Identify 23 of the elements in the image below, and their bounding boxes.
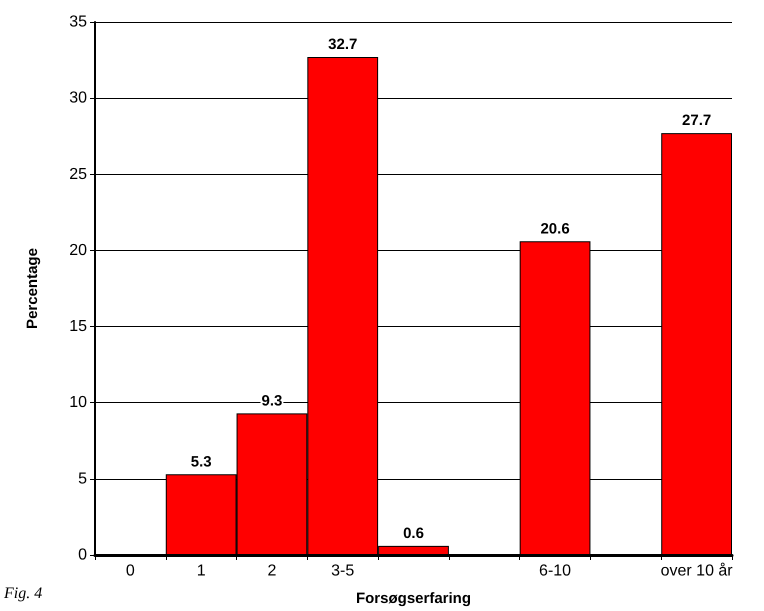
data-label: 27.7 bbox=[682, 112, 712, 130]
caption: Fig. 4 bbox=[4, 585, 42, 603]
data-label: 32.7 bbox=[328, 36, 358, 54]
x-tick-label: 3-5 bbox=[331, 562, 354, 580]
y-axis-title: Percentage bbox=[24, 248, 41, 329]
x-tick-label: 1 bbox=[196, 562, 206, 580]
x-tick-label: 2 bbox=[267, 562, 276, 580]
data-label: 0.6 bbox=[403, 524, 424, 542]
data-label: 9.3 bbox=[262, 392, 282, 410]
data-label: 5.3 bbox=[190, 453, 212, 470]
y-tick-label: 5 bbox=[78, 470, 88, 488]
y-tick-label: 20 bbox=[69, 242, 88, 259]
y-tick-label: 30 bbox=[69, 90, 88, 107]
y-tick-label: 25 bbox=[69, 166, 88, 183]
x-tick-label: over 10 år bbox=[660, 562, 734, 580]
y-tick-label: 15 bbox=[69, 318, 88, 336]
x-tick-label: 0 bbox=[126, 562, 135, 580]
data-label: 20.6 bbox=[540, 220, 570, 238]
x-tick-label: 6-10 bbox=[539, 562, 572, 580]
y-tick-label: 35 bbox=[69, 14, 88, 30]
y-tick-label: 10 bbox=[69, 394, 88, 412]
y-tick-label: 0 bbox=[78, 546, 88, 564]
x-axis-title: Forsøgserfaring bbox=[356, 590, 472, 607]
